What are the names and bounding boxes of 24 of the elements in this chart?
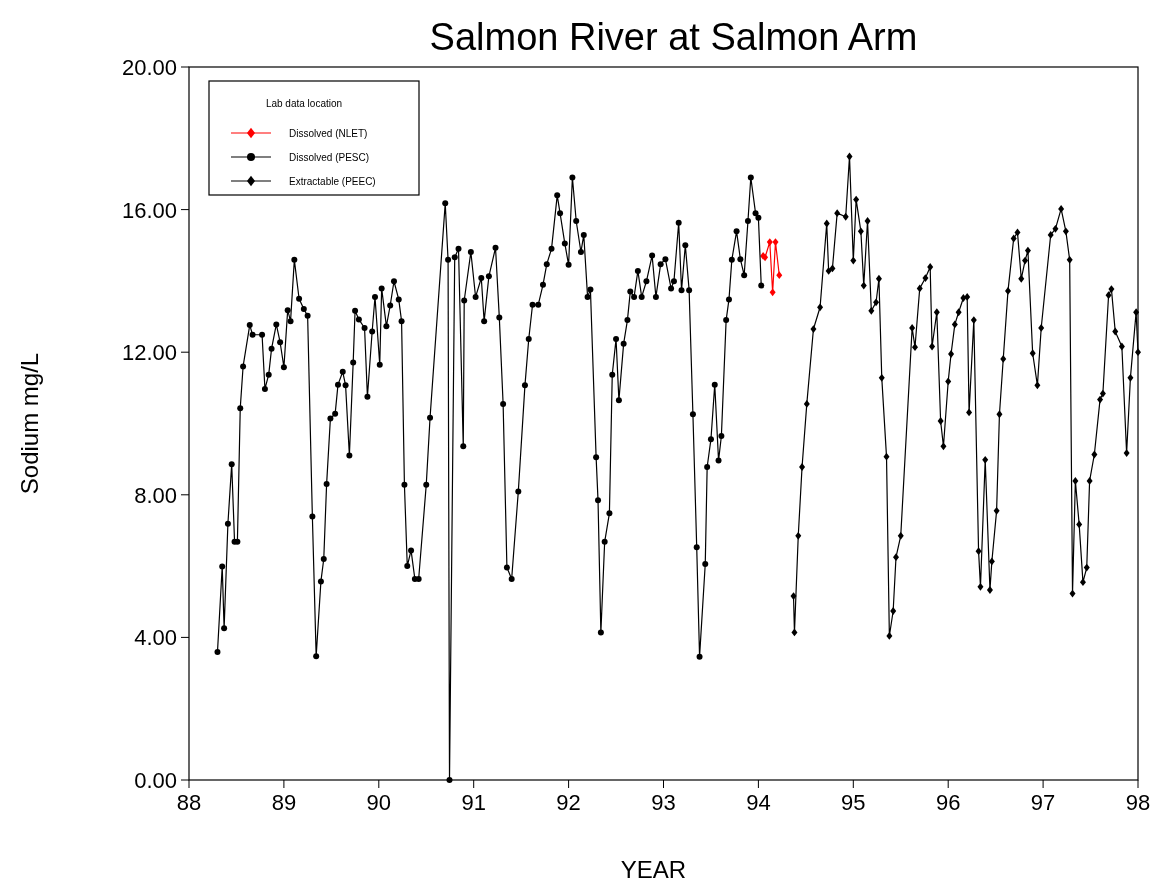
legend-label: Extractable (PEEC) (289, 175, 376, 187)
y-tick-label: 16.00 (121, 197, 177, 223)
x-tick-label: 96 (935, 790, 961, 815)
y-tick-label: 20.00 (121, 55, 177, 80)
x-tick-label: 90 (366, 790, 392, 815)
legend-title: Lab data location (265, 98, 343, 109)
y-tick-label: 4.00 (134, 625, 177, 651)
legend-label: Dissolved (PESC) (289, 151, 370, 163)
x-tick-label: 91 (461, 790, 486, 815)
y-tick-label: 12.00 (121, 340, 177, 366)
x-tick-label: 89 (271, 790, 297, 815)
y-axis-title: Sodium mg/L (16, 352, 43, 495)
x-tick-label: 92 (556, 790, 581, 815)
x-tick-label: 88 (176, 790, 202, 815)
x-tick-label: 98 (1125, 790, 1151, 815)
x-tick-label: 93 (651, 790, 676, 815)
y-tick-label: 0.00 (134, 768, 177, 793)
x-tick-label: 94 (746, 790, 771, 815)
chart-title: Salmon River at Salmon Arm (429, 16, 918, 58)
legend-label: Dissolved (NLET) (289, 127, 368, 139)
x-tick-label: 97 (1030, 790, 1056, 815)
x-tick-label: 95 (841, 790, 866, 815)
y-tick-label: 8.00 (134, 482, 177, 508)
x-axis-title: YEAR (620, 856, 687, 883)
